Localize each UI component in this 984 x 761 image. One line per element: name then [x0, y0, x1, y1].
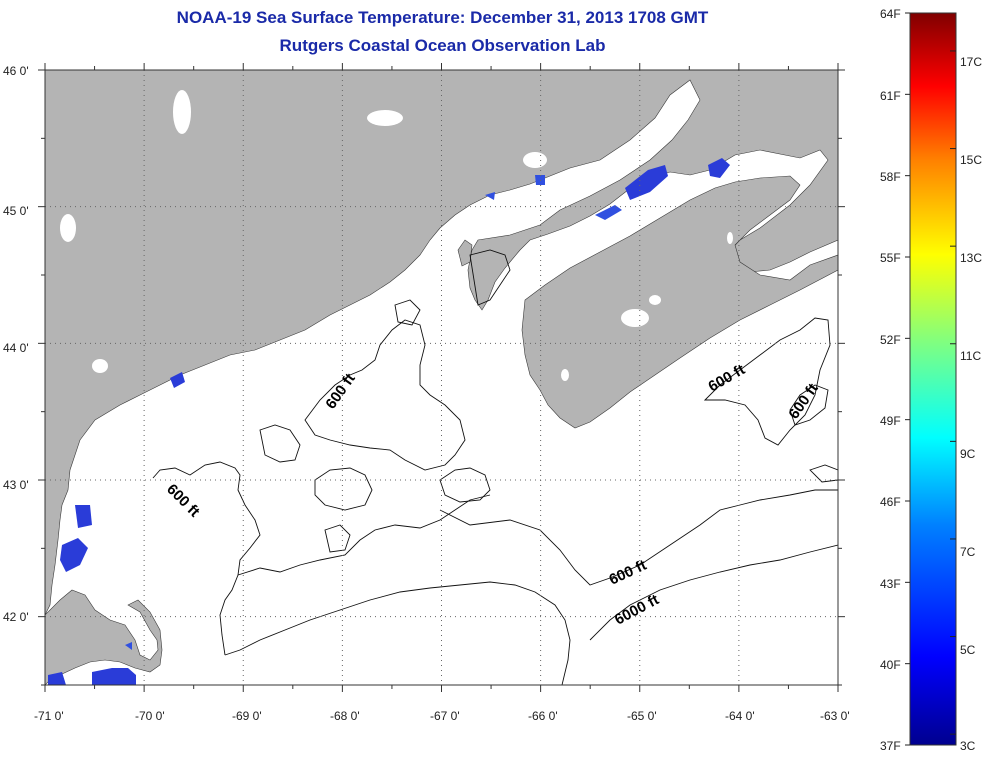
lon-labels: -71 0' -70 0' -69 0' -68 0' -67 0' -66 0…	[34, 709, 850, 723]
lon-label: -71 0'	[34, 709, 64, 723]
land-maine-newbrunswick	[45, 70, 838, 616]
axis-ticks	[38, 63, 845, 692]
lon-label: -68 0'	[330, 709, 360, 723]
lat-label: 43 0'	[3, 478, 29, 492]
colorbar-f-label: 55F	[880, 251, 901, 265]
lon-label: -63 0'	[820, 709, 850, 723]
colorbar-f-label: 49F	[880, 414, 901, 428]
colorbar-c-label: 11C	[960, 349, 981, 363]
colorbar-f-label: 37F	[880, 739, 901, 753]
colorbar-c-label: 7C	[960, 545, 976, 559]
lat-label: 44 0'	[3, 341, 29, 355]
colorbar-gradient	[909, 12, 957, 746]
lon-label: -69 0'	[232, 709, 262, 723]
lat-label: 45 0'	[3, 204, 29, 218]
land-nova-scotia	[521, 175, 838, 429]
colorbar-f-label: 64F	[880, 7, 901, 21]
colorbar-f-label: 61F	[880, 89, 901, 103]
lat-label: 46 0'	[3, 64, 29, 78]
colorbar-f-label: 40F	[880, 658, 901, 672]
lat-labels: 46 0' 45 0' 44 0' 43 0' 42 0'	[3, 64, 29, 624]
colorbar-c-label: 3C	[960, 739, 976, 753]
colorbar-f-label: 43F	[880, 577, 901, 591]
colorbar-ticks	[905, 12, 956, 746]
cloud-patches	[60, 90, 733, 381]
land-grand-manan	[457, 239, 473, 267]
lon-label: -70 0'	[135, 709, 165, 723]
sst-patches	[48, 158, 730, 685]
lat-label: 42 0'	[3, 610, 29, 624]
bathymetry-contours	[152, 249, 838, 685]
title-line-2: Rutgers Coastal Ocean Observation Lab	[279, 36, 606, 55]
colorbar-c-label: 13C	[960, 251, 982, 265]
map-grid	[45, 70, 838, 685]
colorbar-c-label: 9C	[960, 447, 976, 461]
lon-label: -67 0'	[430, 709, 460, 723]
colorbar-f-label: 52F	[880, 333, 901, 347]
colorbar-c-label: 17C	[960, 55, 982, 69]
colorbar-c-label: 5C	[960, 643, 976, 657]
land-masses	[45, 70, 838, 685]
lon-label: -65 0'	[627, 709, 657, 723]
title-line-1: NOAA-19 Sea Surface Temperature: Decembe…	[176, 8, 709, 27]
land-massachusetts	[45, 589, 163, 685]
lon-label: -66 0'	[528, 709, 558, 723]
colorbar-f-label: 46F	[880, 495, 901, 509]
lon-label: -64 0'	[725, 709, 755, 723]
colorbar: 64F 61F 58F 55F 52F 49F 46F 43F 40F 37F …	[880, 7, 982, 753]
colorbar-f-label: 58F	[880, 170, 901, 184]
colorbar-c-label: 15C	[960, 153, 982, 167]
